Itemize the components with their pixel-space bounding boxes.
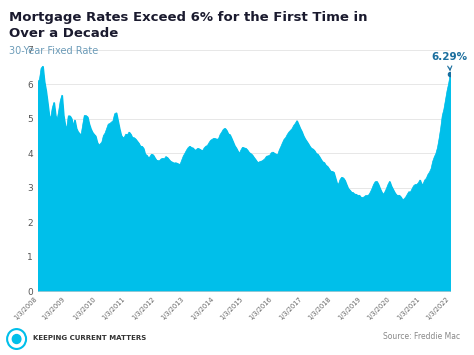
Text: KEEPING CURRENT MATTERS: KEEPING CURRENT MATTERS — [33, 335, 146, 341]
Text: Source: Freddie Mac: Source: Freddie Mac — [383, 332, 460, 341]
Circle shape — [12, 334, 21, 344]
Text: 6.29%: 6.29% — [431, 53, 467, 70]
Text: Mortgage Rates Exceed 6% for the First Time in
Over a Decade: Mortgage Rates Exceed 6% for the First T… — [9, 11, 368, 40]
Text: 30-Year Fixed Rate: 30-Year Fixed Rate — [9, 46, 99, 56]
